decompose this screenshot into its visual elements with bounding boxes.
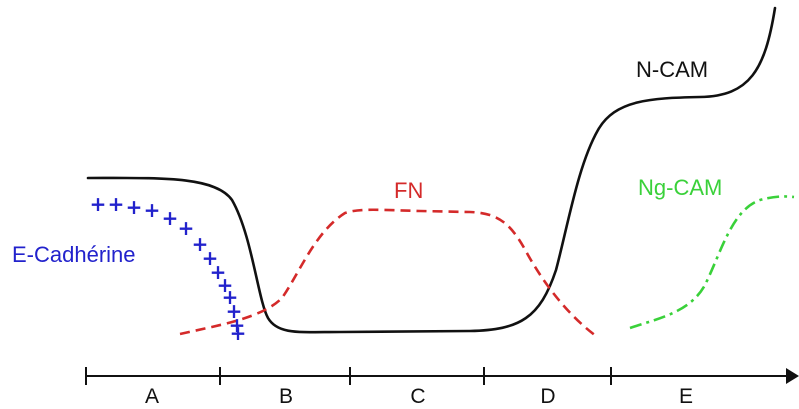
stage-label-b: B (279, 385, 293, 408)
ecad-marker: + (144, 198, 161, 222)
stage-label-c: C (410, 385, 425, 408)
ecad-marker: + (192, 232, 209, 256)
ncam-curve (86, 6, 777, 334)
ecad-marker: + (229, 313, 246, 337)
ecad-marker: + (108, 192, 125, 216)
ecad-marker: + (222, 285, 239, 309)
ecad-marker: + (178, 216, 195, 240)
ecad-marker: + (202, 246, 219, 270)
stage-label-e: E (679, 385, 693, 408)
ncam-label: N-CAM (636, 57, 708, 82)
ecad-marker: + (217, 273, 234, 297)
ecad-label: E-Cadhérine (12, 242, 136, 267)
fn-curve (179, 208, 597, 338)
ecad-marker: + (226, 299, 243, 323)
ecad-marker: + (126, 195, 143, 219)
ecad-marker: + (210, 260, 227, 284)
ngcam-curve (629, 195, 795, 330)
stage-axis (85, 367, 799, 385)
axis-arrowhead (786, 368, 799, 384)
fn-label: FN (394, 178, 423, 203)
ngcam-label: Ng-CAM (638, 175, 722, 200)
ecad-marker: + (230, 321, 247, 345)
stage-label-a: A (145, 385, 159, 408)
stage-label-d: D (540, 385, 555, 408)
ecad-marker: + (162, 206, 179, 230)
ecad-marker: + (90, 192, 107, 216)
ecad-markers: + + + + + +++++++++ (90, 192, 247, 345)
